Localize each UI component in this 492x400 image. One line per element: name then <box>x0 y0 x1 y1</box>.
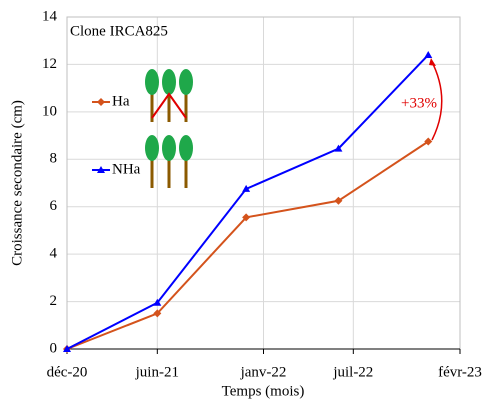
y-tick-label: 4 <box>50 246 58 262</box>
marker <box>334 144 343 152</box>
tree-icons-ha <box>145 69 193 122</box>
grid <box>66 16 461 350</box>
marker <box>424 50 433 58</box>
y-tick-label: 0 <box>50 340 58 356</box>
x-axis-title: Temps (mois) <box>222 383 305 399</box>
increase-arrow <box>430 59 443 141</box>
y-axis-title: Croissance secondaire (cm) <box>9 100 25 266</box>
x-tick-label: janv-22 <box>240 364 287 380</box>
legend-label: Ha <box>112 93 130 109</box>
x-tick-label: déc-20 <box>47 364 88 380</box>
x-tick-label: févr-23 <box>438 364 482 380</box>
y-tick-label: 14 <box>42 8 58 24</box>
legend-label: NHa <box>112 161 141 177</box>
marker <box>63 345 71 352</box>
y-tick-label: 8 <box>50 151 58 167</box>
y-tick-label: 12 <box>42 56 57 72</box>
marker <box>424 137 433 146</box>
y-tick-label: 6 <box>50 198 58 214</box>
arrow-head <box>429 58 436 66</box>
legend-marker <box>97 166 105 173</box>
y-tick-label: 2 <box>50 293 58 309</box>
y-tick-label: 10 <box>42 103 57 119</box>
marker <box>153 309 162 318</box>
marker <box>242 213 251 222</box>
x-tick-label: juin-21 <box>135 364 179 380</box>
marker <box>334 196 343 205</box>
clone-label: Clone IRCA825 <box>70 23 168 39</box>
tree-icons-nha <box>145 135 193 188</box>
marker <box>242 184 251 192</box>
increase-label: +33% <box>401 95 437 111</box>
marker <box>153 298 162 306</box>
x-tick-label: juil-22 <box>332 364 373 380</box>
legend-marker <box>97 98 105 106</box>
